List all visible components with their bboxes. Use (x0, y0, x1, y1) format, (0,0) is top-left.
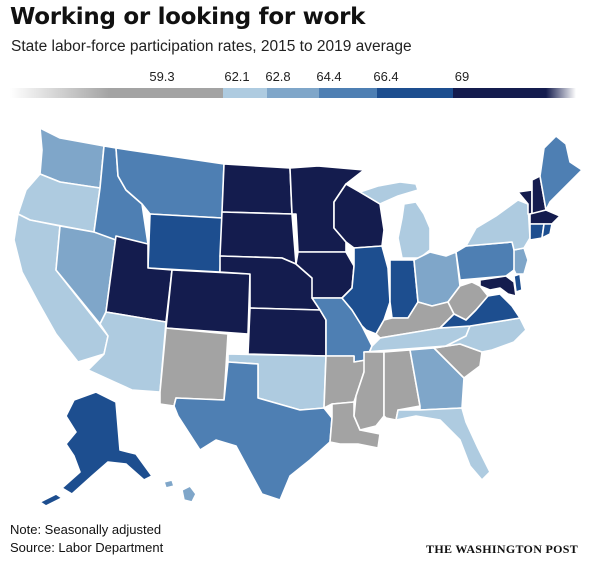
state-north-carolina (433, 317, 527, 353)
state-hawaii (181, 485, 197, 503)
state-maryland (479, 275, 517, 297)
legend-tick-2: 62.1 (224, 69, 250, 84)
state-virginia (439, 293, 521, 329)
state-new-mexico (159, 327, 229, 407)
chart-title: Working or looking for work (10, 4, 366, 30)
legend-tick-5: 66.4 (373, 69, 399, 84)
legend-seg-1 (110, 88, 223, 98)
state-michigan-upper (359, 181, 419, 205)
legend-seg-5 (377, 88, 453, 98)
state-alaska-islands (39, 493, 63, 507)
state-illinois (341, 245, 391, 335)
legend-seg-3 (267, 88, 319, 98)
state-massachusetts (529, 209, 561, 225)
state-maine (539, 135, 583, 211)
state-california (13, 213, 109, 363)
chart-subtitle: State labor-force participation rates, 2… (11, 38, 412, 55)
note-text: Note: Seasonally adjusted (10, 522, 162, 537)
legend-tick-6: 69 (454, 69, 470, 84)
legend-color-bar (10, 88, 576, 98)
legend-seg-6 (453, 88, 546, 98)
legend-tick-4: 64.4 (316, 69, 342, 84)
legend-seg-fade-out (546, 88, 576, 98)
legend-tick-3: 62.8 (265, 69, 291, 84)
state-hawaii-islands (163, 479, 175, 489)
us-choropleth-map (13, 127, 583, 507)
state-kansas (247, 307, 327, 357)
state-new-jersey (513, 247, 529, 275)
state-michigan (397, 201, 431, 259)
state-pennsylvania (455, 241, 517, 281)
source-text: Source: Labor Department (10, 540, 164, 555)
legend-seg-4 (319, 88, 377, 98)
state-delaware (513, 273, 523, 293)
legend-tick-1: 59.3 (149, 69, 175, 84)
state-wyoming (147, 213, 223, 273)
state-texas (173, 361, 333, 501)
state-colorado (165, 269, 251, 335)
legend-seg-fade-in (10, 88, 110, 98)
state-north-dakota (221, 163, 293, 215)
state-rhode-island (541, 223, 553, 239)
state-new-york (465, 199, 531, 251)
state-florida (395, 407, 491, 481)
publisher-credit: THE WASHINGTON POST (426, 542, 578, 556)
state-alaska (61, 391, 153, 495)
legend-seg-2 (223, 88, 267, 98)
